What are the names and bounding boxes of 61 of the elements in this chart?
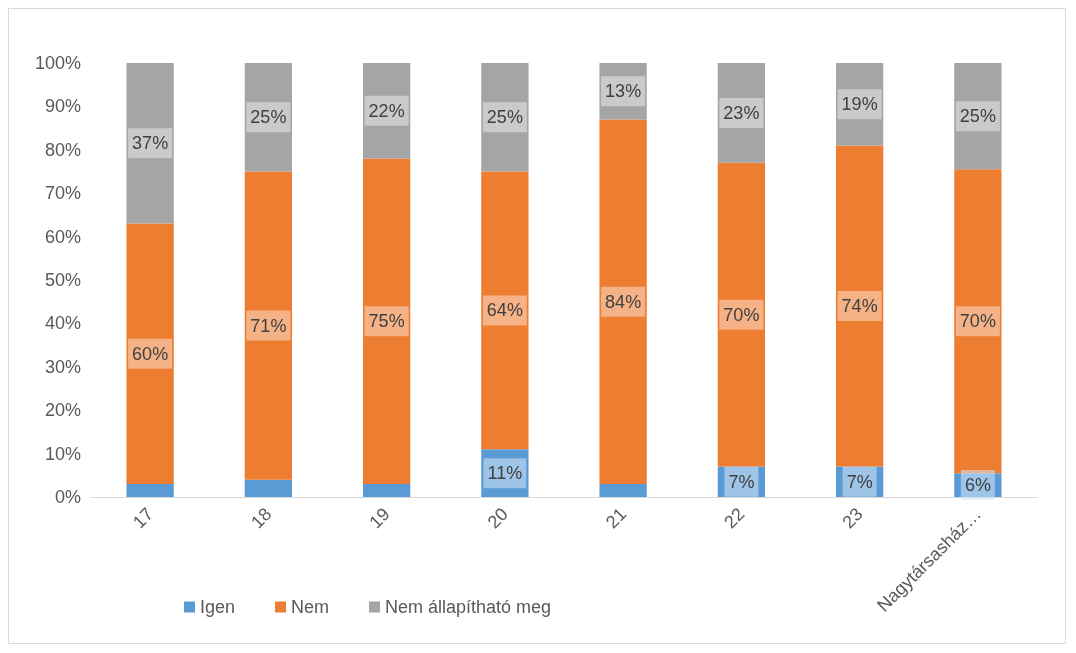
data-label: 22% <box>368 100 405 121</box>
data-label: 23% <box>723 102 760 123</box>
data-label: 75% <box>368 311 405 332</box>
bar <box>126 483 174 497</box>
legend-label: Nem állapítható meg <box>385 597 552 617</box>
bar <box>244 479 293 497</box>
bar <box>599 483 647 497</box>
data-label: 70% <box>723 304 760 325</box>
bar <box>126 223 174 484</box>
y-tick-label: 0% <box>54 487 81 507</box>
bar <box>599 63 647 120</box>
bar <box>362 483 411 497</box>
data-label: 19% <box>841 94 878 115</box>
y-tick-label: 50% <box>44 270 81 290</box>
data-label: 25% <box>486 107 523 128</box>
data-label: 25% <box>959 106 996 127</box>
bar <box>835 63 884 146</box>
y-tick-label: 70% <box>44 183 81 204</box>
y-tick-label: 40% <box>44 313 81 334</box>
bar <box>481 171 529 450</box>
bar <box>599 119 647 484</box>
data-label: 25% <box>250 107 287 128</box>
data-label: 13% <box>605 81 642 102</box>
y-tick-label: 90% <box>44 96 81 117</box>
bar <box>717 63 766 163</box>
y-tick-label: 80% <box>44 139 81 160</box>
x-tick-label: 22 <box>720 503 749 533</box>
data-label: 11% <box>487 463 523 484</box>
y-tick-label: 60% <box>44 226 81 247</box>
bar <box>481 63 529 172</box>
x-tick-label: 17 <box>128 503 158 533</box>
x-tick-label: 21 <box>601 503 631 533</box>
data-label: 37% <box>132 133 169 154</box>
bar <box>717 466 766 497</box>
y-tick-label: 20% <box>44 400 81 421</box>
data-label: 6% <box>964 475 991 496</box>
bar <box>126 63 174 224</box>
data-label: 84% <box>605 291 642 312</box>
data-label: 74% <box>841 296 878 317</box>
bar <box>481 449 529 497</box>
data-label: 60% <box>132 343 169 364</box>
y-tick-label: 10% <box>44 443 81 464</box>
legend-label: Nem <box>291 597 330 617</box>
x-tick-label: 18 <box>247 503 276 533</box>
data-label: 70% <box>959 311 996 332</box>
y-tick-label: 30% <box>44 356 81 377</box>
bar <box>362 158 411 484</box>
bar <box>244 171 293 480</box>
data-label: 7% <box>728 471 755 492</box>
bar <box>835 466 884 497</box>
x-tick-label: 23 <box>838 503 867 533</box>
x-tick-label: 20 <box>483 503 512 533</box>
legend-label: Igen <box>200 597 236 617</box>
bar <box>362 63 411 159</box>
bar <box>954 63 1002 170</box>
data-label: 71% <box>250 315 287 336</box>
data-label: 7% <box>846 471 873 492</box>
y-tick-label: 100% <box>34 53 81 73</box>
x-tick-label: 19 <box>365 503 394 533</box>
data-label: 64% <box>486 300 523 321</box>
bar <box>244 63 293 172</box>
